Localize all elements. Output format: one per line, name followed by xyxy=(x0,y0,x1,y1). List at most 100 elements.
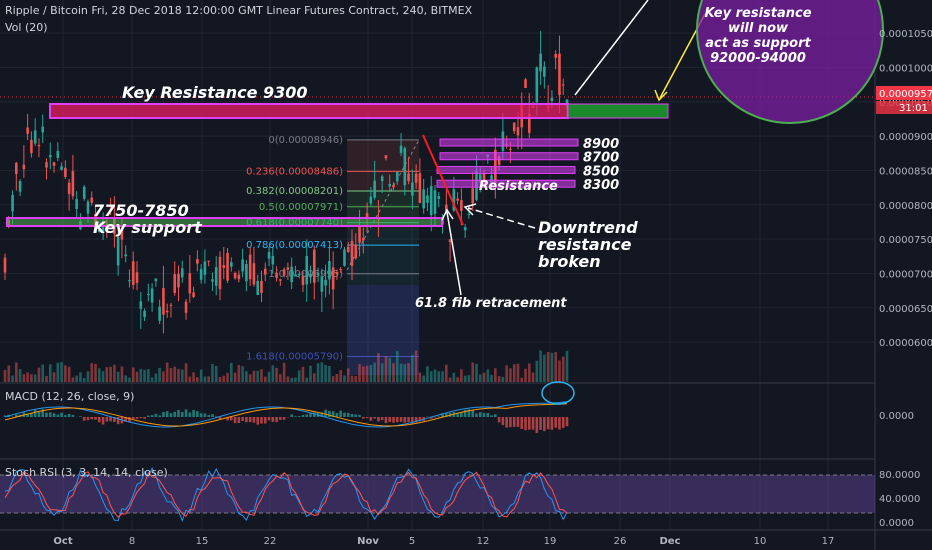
volume-bar xyxy=(203,376,207,382)
candle-body xyxy=(135,272,139,283)
macd-histogram-bar xyxy=(71,414,75,417)
volume-bar xyxy=(354,376,358,382)
candle-body xyxy=(373,180,376,198)
macd-histogram-bar xyxy=(263,417,267,424)
volume-bar xyxy=(113,364,116,382)
macd-histogram-bar xyxy=(486,413,490,417)
macd-histogram-bar xyxy=(418,417,422,422)
macd-histogram-bar xyxy=(467,409,471,417)
volume-bar xyxy=(312,373,316,382)
candle-body xyxy=(316,273,320,276)
volume-bar xyxy=(41,364,45,382)
time-tick: 19 xyxy=(544,536,557,547)
candle-body xyxy=(139,301,143,309)
candle-body xyxy=(207,260,210,262)
macd-histogram-bar xyxy=(324,409,327,417)
fib-level-label: 0.786(0.00007413) xyxy=(246,240,343,251)
candle-body xyxy=(150,288,154,303)
candle-body xyxy=(497,156,501,165)
fib-level-label: 0(0.00008946) xyxy=(268,135,343,146)
level-box xyxy=(439,138,579,147)
fib-level-label: 1.618(0.00005790) xyxy=(246,352,343,363)
volume-bar xyxy=(501,376,505,382)
candle-body xyxy=(448,239,452,243)
candle-body xyxy=(358,225,361,243)
candle-body xyxy=(328,261,331,280)
macd-histogram-bar xyxy=(543,417,546,432)
volume-bar xyxy=(67,366,71,382)
downtrend-text-3: broken xyxy=(538,252,601,271)
candle-body xyxy=(162,288,165,315)
macd-histogram-bar xyxy=(520,417,524,430)
volume-bar xyxy=(343,375,346,382)
candle-body xyxy=(33,130,37,144)
macd-histogram-bar xyxy=(3,415,7,417)
macd-histogram-bar xyxy=(535,417,539,433)
volume-bar xyxy=(388,357,392,382)
candle-body xyxy=(124,254,127,257)
candle-body xyxy=(554,53,557,58)
volume-bar xyxy=(109,366,112,382)
resistance-label: Resistance xyxy=(479,179,558,194)
volume-bar xyxy=(516,363,520,382)
volume-bar xyxy=(143,369,146,382)
volume-bar xyxy=(177,368,180,382)
macd-histogram-bar xyxy=(214,416,218,417)
volume-bar xyxy=(460,369,463,382)
candle-body xyxy=(267,252,271,259)
macd-histogram-bar xyxy=(377,417,380,422)
candle-body xyxy=(22,164,26,170)
candle-body xyxy=(188,273,192,294)
candle-body xyxy=(260,280,263,293)
volume-bar xyxy=(301,366,305,382)
candle-body xyxy=(282,269,286,276)
macd-histogram-bar xyxy=(305,414,309,417)
volume-bar xyxy=(565,350,569,382)
volume-bar xyxy=(418,372,422,382)
rsi-pane xyxy=(4,467,568,523)
candle-body xyxy=(52,162,56,166)
macd-histogram-bar xyxy=(312,412,316,417)
macd-histogram-bar xyxy=(403,417,407,423)
rsi-label: Stoch RSI (3, 3, 14, 14, close) xyxy=(5,466,168,479)
volume-bar xyxy=(339,370,342,382)
downtrend-line xyxy=(422,134,464,226)
macd-histogram-bar xyxy=(260,417,263,424)
macd-histogram-bar xyxy=(414,417,418,423)
volume-bar xyxy=(233,372,237,382)
macd-histogram-bar xyxy=(230,417,233,421)
macd-histogram-bar xyxy=(362,417,365,419)
volume-bar xyxy=(297,370,301,382)
macd-histogram-bar xyxy=(101,417,105,425)
circle-text-2: will now xyxy=(728,21,789,36)
volume-bar xyxy=(369,365,373,382)
macd-histogram-bar xyxy=(139,417,143,419)
macd-circle xyxy=(541,381,575,405)
volume-bar xyxy=(214,365,218,382)
macd-histogram-bar xyxy=(279,417,282,420)
level-box xyxy=(436,165,576,174)
volume-bar xyxy=(539,350,542,382)
volume-bar xyxy=(150,377,154,382)
rsi-axis: 80.0000 40.0000 0.0000 xyxy=(879,470,920,529)
volume-bar xyxy=(101,371,105,382)
volume-bar xyxy=(486,369,490,382)
macd-histogram-bar xyxy=(527,417,531,430)
volume-bar xyxy=(286,376,290,382)
macd-histogram-bar xyxy=(392,417,395,423)
volume-bar xyxy=(426,366,429,382)
candle-body xyxy=(395,171,399,182)
volume-bar xyxy=(362,366,365,382)
level-box xyxy=(439,152,579,161)
volume-bar xyxy=(135,371,139,382)
macd-histogram-bar xyxy=(143,417,146,419)
candle-body xyxy=(116,237,120,266)
support-target-zone xyxy=(567,103,669,119)
macd-histogram-bar xyxy=(147,415,150,417)
macd-histogram-bar xyxy=(45,412,48,417)
volume-bar xyxy=(97,368,101,382)
candle-body xyxy=(411,182,414,196)
